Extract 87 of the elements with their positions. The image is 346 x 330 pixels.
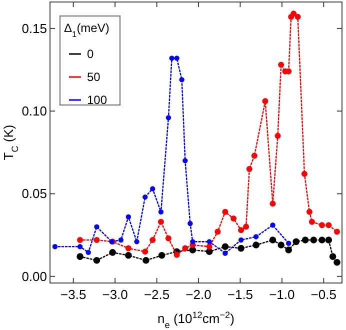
x-tick-label: −1.5 xyxy=(227,287,254,302)
point xyxy=(326,222,332,228)
point xyxy=(290,10,297,17)
x-tick-label: −1.0 xyxy=(269,287,295,302)
point xyxy=(270,222,276,228)
point xyxy=(243,224,250,230)
point xyxy=(286,240,292,246)
x-tick-label: −3.5 xyxy=(60,287,86,302)
point xyxy=(174,56,180,61)
point xyxy=(126,214,132,220)
point xyxy=(222,243,229,250)
point xyxy=(251,152,258,159)
point xyxy=(150,186,156,192)
point xyxy=(222,250,228,256)
point xyxy=(52,244,58,250)
y-tick-label: 0.15 xyxy=(22,20,47,36)
point xyxy=(86,250,91,256)
point xyxy=(182,245,188,252)
point xyxy=(158,209,164,215)
legend-label: 0 xyxy=(87,47,94,61)
point xyxy=(182,158,188,164)
point xyxy=(94,224,100,230)
point xyxy=(238,237,244,243)
x-tick-label: −3.0 xyxy=(102,287,128,302)
point xyxy=(325,236,332,244)
point xyxy=(310,236,318,244)
x-tick-label: −2.0 xyxy=(186,287,212,302)
y-tick-label: 0.10 xyxy=(22,104,47,119)
x-axis-title: n$_{e}$ (10$^{12}$cm$^{−2}$) xyxy=(158,310,234,330)
point xyxy=(306,208,312,215)
point xyxy=(169,56,174,61)
point xyxy=(214,228,221,235)
point xyxy=(93,256,100,264)
point xyxy=(77,237,84,244)
point xyxy=(134,239,140,244)
x-tick-label: −0.5 xyxy=(310,287,336,302)
point xyxy=(318,236,326,244)
point xyxy=(274,132,281,139)
point xyxy=(278,242,284,248)
point xyxy=(294,14,301,20)
point xyxy=(150,237,156,244)
legend-label: 100 xyxy=(87,93,108,107)
point xyxy=(318,222,325,228)
point xyxy=(285,246,292,254)
point xyxy=(142,256,150,264)
point xyxy=(166,115,172,120)
point xyxy=(302,236,309,244)
point xyxy=(158,218,164,225)
point xyxy=(334,228,340,235)
point xyxy=(238,227,244,234)
point xyxy=(174,252,180,258)
point xyxy=(292,238,300,246)
point xyxy=(118,237,124,243)
point xyxy=(125,252,132,259)
point xyxy=(252,242,260,248)
point xyxy=(329,253,336,260)
point xyxy=(109,249,116,256)
point xyxy=(262,98,268,104)
point xyxy=(238,244,244,252)
point xyxy=(76,253,84,260)
point xyxy=(158,252,166,259)
x-tick-label: −2.5 xyxy=(144,287,170,302)
legend-label: 50 xyxy=(87,70,101,84)
point xyxy=(334,258,340,266)
legend-title: Δ$_{1}$(meV) xyxy=(64,21,110,39)
point xyxy=(269,236,276,244)
point xyxy=(179,77,184,82)
point xyxy=(230,216,237,222)
point xyxy=(246,166,252,172)
point xyxy=(278,62,284,68)
point xyxy=(188,220,193,226)
y-tick-label: 0.00 xyxy=(22,268,47,284)
point xyxy=(94,237,100,244)
y-tick-label: 0.05 xyxy=(22,186,47,202)
point xyxy=(206,239,212,244)
point xyxy=(206,244,212,250)
point xyxy=(165,235,172,242)
point xyxy=(222,208,228,215)
point xyxy=(142,194,148,200)
point xyxy=(308,218,315,225)
point xyxy=(77,244,83,250)
point xyxy=(253,234,259,240)
point xyxy=(270,200,276,207)
point xyxy=(142,248,148,255)
point xyxy=(190,239,196,244)
point xyxy=(301,170,308,177)
point xyxy=(125,245,132,252)
